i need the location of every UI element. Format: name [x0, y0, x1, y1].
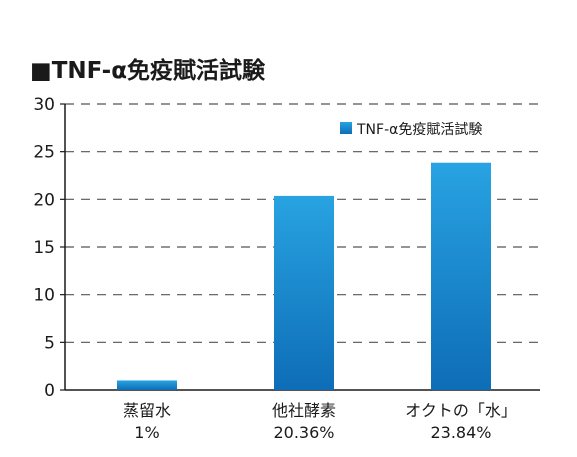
- y-tick-label: 10: [33, 286, 55, 306]
- bar: [431, 162, 491, 390]
- category-value-label: 20.36%: [273, 423, 334, 442]
- legend-swatch: [340, 122, 352, 134]
- category-value-label: 1%: [134, 423, 159, 442]
- chart-title: ■TNF-α免疫賦活試験: [30, 57, 266, 84]
- bar: [117, 380, 177, 390]
- category-value-label: 23.84%: [430, 423, 491, 442]
- y-tick-label: 20: [33, 190, 55, 210]
- y-tick-label: 15: [33, 238, 55, 258]
- category-label: オクトの「水」: [405, 401, 517, 420]
- x-axis-labels: 蒸留水 1% 他社酵素 20.36% オクトの「水」 23.84%: [123, 401, 517, 442]
- y-tick-label: 30: [33, 95, 55, 115]
- y-tick-label: 5: [44, 333, 55, 353]
- y-tick-label: 0: [44, 381, 55, 401]
- legend-label: TNF-α免疫賦活試験: [356, 122, 482, 138]
- category-label: 蒸留水: [123, 401, 171, 420]
- bars: [117, 162, 491, 390]
- bar: [274, 195, 334, 390]
- y-axis-ticks: 0 5 10 15 20 25 30: [33, 95, 65, 401]
- y-tick-label: 25: [33, 143, 55, 163]
- legend: TNF-α免疫賦活試験: [340, 122, 482, 138]
- category-label: 他社酵素: [272, 401, 336, 420]
